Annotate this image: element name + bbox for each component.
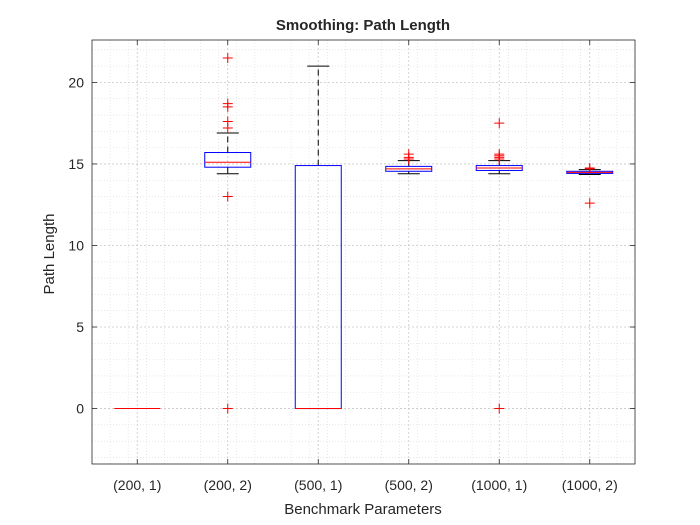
boxes [114, 52, 614, 414]
axes: 0 5 10 15 20 (200, 1) (200, 2) (500, 1) (500, 2)… [68, 39, 636, 493]
y-axis-label: Path Length [41, 214, 58, 295]
y-tick-label: 15 [68, 156, 84, 172]
outlier-point [403, 149, 414, 160]
grid [92, 40, 635, 464]
outlier-point [222, 191, 233, 202]
outlier-point [222, 98, 233, 109]
y-tick-label: 0 [76, 401, 84, 417]
y-tick-label: 5 [76, 319, 84, 335]
chart-title: Smoothing: Path Length [276, 17, 450, 34]
x-axis-label: Benchmark Parameters [284, 501, 442, 518]
box-(500, 2) [385, 149, 433, 175]
box-iqr [204, 152, 252, 168]
outlier-point [584, 198, 595, 209]
x-tick-label: (1000, 1) [471, 477, 527, 493]
box-(1000, 1) [475, 118, 523, 414]
y-tick-label: 10 [68, 237, 84, 253]
outlier-point [494, 403, 505, 414]
x-tick-label: (200, 1) [113, 477, 161, 493]
box-(500, 1) [294, 65, 342, 410]
outlier-point [494, 149, 505, 160]
x-tick-label: (500, 1) [294, 477, 342, 493]
plot-area-border [91, 39, 636, 465]
outlier-point [222, 52, 233, 63]
x-tick-label: (1000, 2) [562, 477, 618, 493]
outlier-point [494, 118, 505, 129]
y-tick-label: 20 [68, 74, 84, 90]
outlier-point [222, 403, 233, 414]
x-tick-label: (200, 2) [204, 477, 252, 493]
outlier-point [584, 163, 595, 174]
outlier-point [222, 116, 233, 127]
box-(1000, 2) [566, 163, 614, 209]
x-tick-label: (500, 2) [385, 477, 433, 493]
box-(200, 2) [204, 52, 252, 414]
